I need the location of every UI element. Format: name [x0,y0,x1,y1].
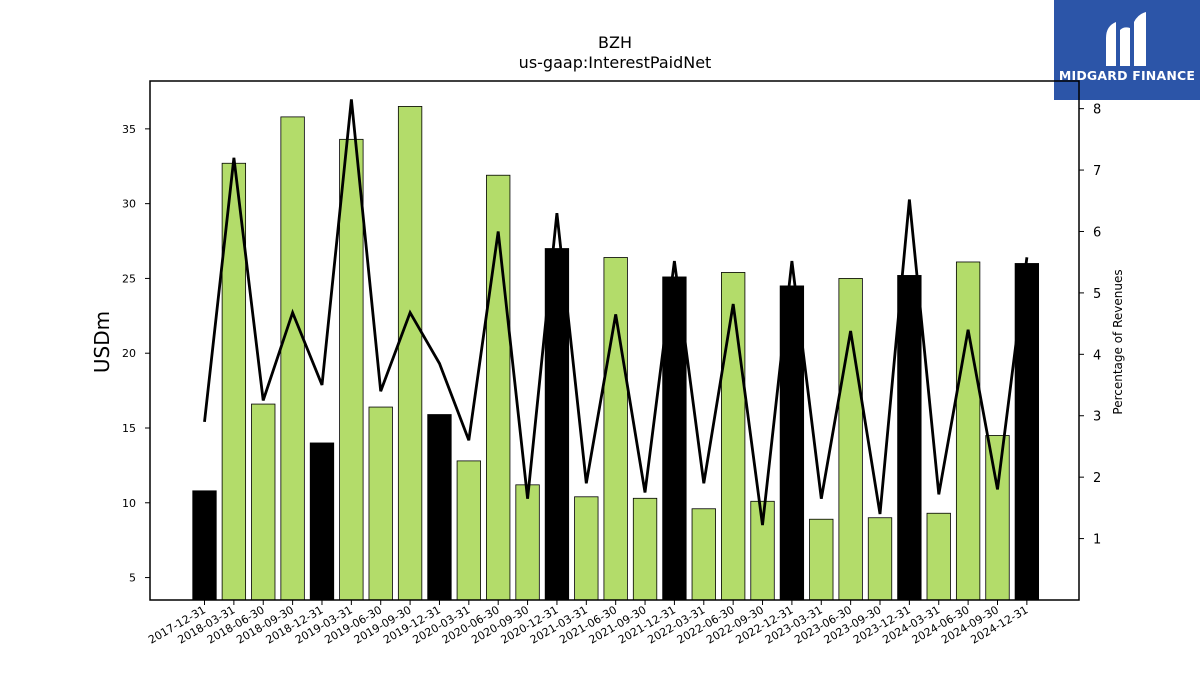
bar [632,497,658,601]
bar [251,403,276,601]
y-tick-label: 30 [122,198,136,211]
y2-tick-label: 2 [1093,471,1101,486]
y-axis-label: USDm [90,311,114,373]
y2-tick-label: 7 [1093,164,1101,179]
y2-tick-label: 3 [1093,410,1101,425]
bar [897,275,922,601]
bar [721,272,746,601]
y-tick-label: 5 [129,572,136,585]
y-tick-label: 15 [122,422,136,435]
y2-tick-label: 1 [1093,533,1101,548]
y-tick-label: 20 [122,347,136,360]
y2-axis-label: Percentage of Revenues [1111,269,1125,414]
y2-tick-label: 4 [1093,348,1101,363]
bar [603,257,628,601]
y-tick-label: 10 [122,497,136,510]
bar [456,460,481,601]
y-tick-label: 25 [122,272,136,285]
chart-title: BZH [598,33,632,52]
bar [574,496,599,601]
bar [838,278,863,601]
bar [955,261,981,601]
plot-frame [149,80,1080,601]
plot-area: 2017-12-312018-03-312018-06-302018-09-30… [122,99,1101,647]
bar [309,442,335,601]
bar [339,138,364,601]
y-tick-label: 35 [122,123,136,136]
brand-name: MIDGARD FINANCE [1058,68,1196,83]
bar [192,490,217,601]
bar [280,116,305,601]
bar [985,435,1010,601]
bar [427,414,452,601]
percentage-line [203,99,1029,526]
y2-tick-label: 6 [1093,225,1101,240]
bar [368,406,393,601]
bar [867,517,893,601]
midgard-m-logo-icon [1106,12,1146,66]
y2-tick-label: 8 [1093,103,1101,118]
bar [691,508,716,601]
bar [397,106,423,601]
bar [926,512,951,601]
bar [515,484,540,601]
y2-tick-label: 5 [1093,287,1101,302]
chart-subtitle: us-gaap:InterestPaidNet [519,53,712,72]
bar [809,518,834,601]
